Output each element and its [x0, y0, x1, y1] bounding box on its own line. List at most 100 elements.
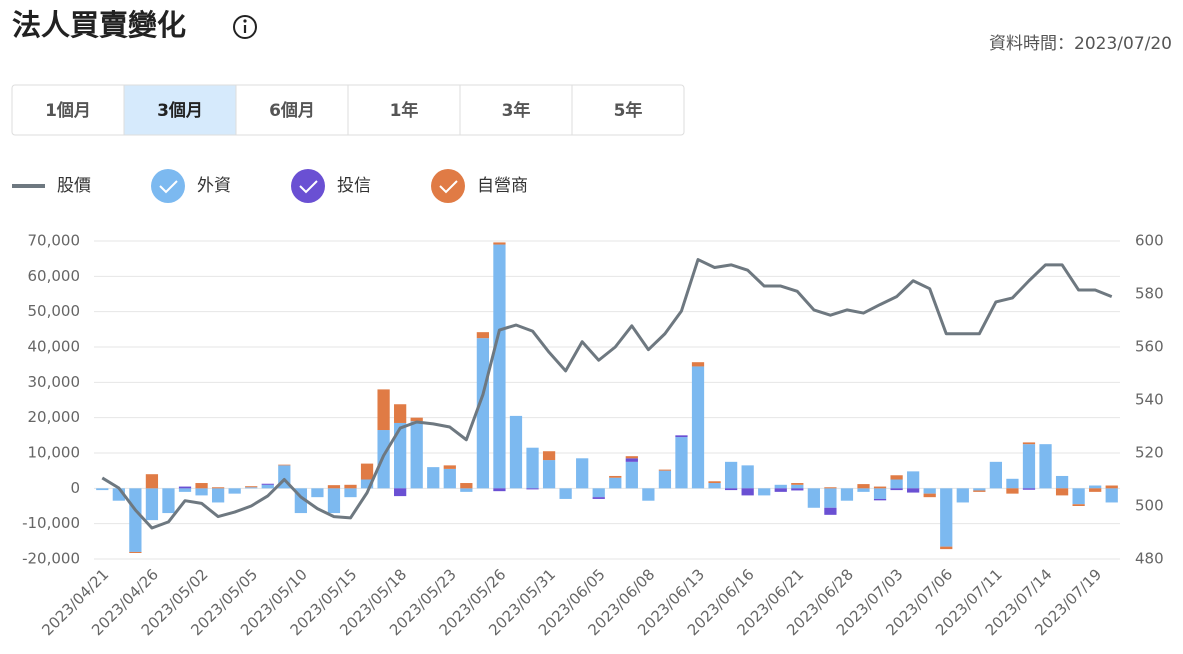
bar	[940, 546, 953, 550]
bar	[873, 486, 887, 489]
tab[interactable]: 5年	[614, 100, 643, 121]
bar	[211, 488, 225, 503]
bar	[923, 488, 936, 494]
bar	[609, 475, 622, 478]
y-tick-label: 30,000	[28, 373, 81, 391]
bar	[195, 488, 208, 496]
y2-tick-label: 600	[1135, 232, 1164, 250]
bar	[360, 463, 374, 480]
bar	[145, 488, 159, 521]
bar	[890, 488, 903, 491]
check-mark	[439, 180, 458, 194]
check-mark	[159, 180, 178, 194]
bar	[476, 332, 490, 339]
bar	[278, 464, 291, 466]
bar	[344, 488, 357, 498]
y-tick-label: 70,000	[28, 232, 81, 250]
bar	[228, 488, 241, 494]
bar	[377, 389, 390, 431]
bar	[129, 488, 142, 552]
tab[interactable]: 6個月	[269, 100, 315, 121]
bar	[791, 484, 804, 489]
legend-check[interactable]	[431, 169, 465, 203]
bar	[1022, 442, 1036, 445]
y2-tick-label: 500	[1135, 497, 1164, 515]
y2-tick-label: 560	[1135, 338, 1164, 356]
y2-tick-label: 580	[1135, 285, 1164, 303]
bar	[625, 458, 638, 462]
bar	[1006, 488, 1019, 494]
bar	[178, 486, 192, 489]
bar	[857, 488, 870, 492]
updated: 資料時間：2023/07/20	[989, 34, 1172, 54]
legend-check[interactable]	[291, 169, 325, 203]
bar	[857, 484, 870, 489]
bar	[1072, 504, 1085, 506]
bar	[394, 404, 407, 423]
price-line	[101, 258, 1113, 530]
bar	[824, 507, 837, 515]
bar	[129, 551, 142, 553]
bar	[774, 484, 787, 489]
bar	[493, 244, 506, 489]
legend-check[interactable]	[151, 169, 185, 203]
bar	[1072, 488, 1085, 505]
bar	[658, 469, 672, 471]
bar	[691, 366, 705, 489]
bar	[592, 497, 605, 499]
bar	[1022, 488, 1036, 490]
bar	[989, 461, 1003, 489]
bar	[542, 451, 556, 461]
bar	[493, 488, 506, 492]
bar	[625, 461, 638, 489]
tab[interactable]: 3個月	[157, 100, 203, 121]
tab[interactable]: 1年	[390, 100, 419, 121]
bar	[956, 488, 969, 503]
bar	[592, 488, 605, 498]
bar	[145, 474, 159, 489]
bar	[427, 467, 440, 489]
bar	[261, 484, 274, 489]
bar	[940, 488, 953, 547]
bar	[509, 415, 523, 489]
y-tick-label: 20,000	[28, 408, 81, 426]
y-tick-label: 10,000	[28, 444, 81, 462]
y-tick-label: -10,000	[22, 514, 80, 532]
check-mark	[299, 180, 318, 194]
legend-label[interactable]: 股價	[57, 176, 91, 196]
bar	[923, 493, 936, 498]
y2-tick-label: 540	[1135, 391, 1164, 409]
bar	[807, 488, 820, 508]
bar	[195, 483, 208, 489]
tab[interactable]: 1個月	[45, 100, 91, 121]
bar	[460, 483, 473, 489]
bar	[526, 488, 539, 490]
bar	[410, 421, 423, 489]
legend-label[interactable]: 投信	[337, 176, 371, 196]
bar	[675, 435, 688, 438]
y2-tick-label: 520	[1135, 444, 1164, 462]
bar	[1105, 488, 1118, 503]
bar	[1089, 488, 1102, 492]
bar	[443, 465, 456, 469]
legend-label[interactable]: 外資	[197, 176, 231, 196]
bar	[1089, 485, 1102, 489]
legend-label[interactable]: 自營商	[477, 176, 528, 196]
bar	[907, 471, 920, 489]
bar	[245, 486, 258, 488]
bar	[261, 483, 274, 485]
bar	[1055, 475, 1069, 489]
info-icon[interactable]	[233, 15, 257, 39]
bar	[675, 437, 688, 489]
bar	[1022, 444, 1036, 489]
bar	[443, 468, 456, 489]
bar	[973, 490, 986, 492]
y-tick-label: 60,000	[28, 267, 81, 285]
bar	[542, 460, 556, 489]
bar	[394, 488, 407, 497]
bar	[824, 487, 837, 489]
bar	[327, 485, 341, 489]
bar	[691, 362, 705, 367]
tab[interactable]: 3年	[502, 100, 531, 121]
bar	[724, 461, 738, 489]
